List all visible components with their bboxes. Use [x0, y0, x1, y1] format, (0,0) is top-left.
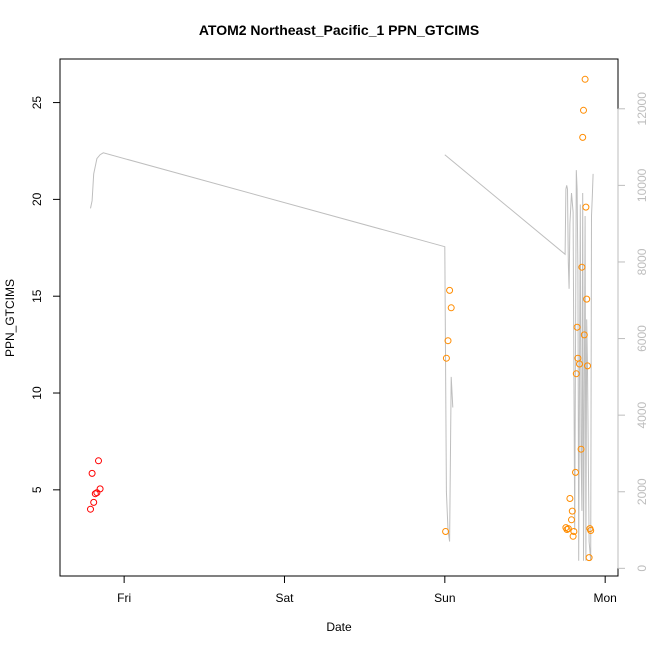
- data-point-s2-11: [568, 507, 576, 515]
- data-point-s2-20: [578, 263, 586, 271]
- data-point-s2-10: [568, 516, 575, 524]
- x-tick-label-Sat: Sat: [275, 591, 294, 605]
- secondary-line-segment-1: [90, 152, 454, 542]
- y2-tick-label-8000: 8000: [635, 248, 649, 275]
- y2-tick-label-6000: 6000: [635, 325, 649, 352]
- data-point-s2-16: [573, 323, 581, 331]
- data-point-s2-19: [577, 445, 585, 453]
- data-point-s2-2: [442, 354, 450, 362]
- data-point-s2-25: [582, 203, 590, 211]
- chart-title: ATOM2 Northeast_Pacific_1 PPN_GTCIMS: [199, 22, 479, 38]
- data-point-s2-8: [564, 525, 572, 533]
- data-point-s1-2: [88, 469, 96, 477]
- data-point-s1-7: [96, 485, 104, 493]
- y-axis: 5 10 15 20 25: [30, 96, 61, 493]
- data-point-s2-7: [563, 526, 571, 533]
- data-point-s2-15: [572, 370, 580, 378]
- data-point-s2-14: [572, 468, 579, 476]
- y2-tick-label-2000: 2000: [635, 478, 649, 505]
- data-point-s2-27: [584, 362, 591, 370]
- data-point-s2-3: [444, 337, 452, 345]
- y2-tick-label-0: 0: [635, 565, 649, 572]
- y-tick-label-25: 25: [30, 96, 44, 110]
- x-tick-label-Sun: Sun: [434, 591, 455, 605]
- y-tick-label-20: 20: [30, 192, 44, 206]
- y2-tick-label-4000: 4000: [635, 401, 649, 428]
- y-tick-label-10: 10: [30, 386, 44, 400]
- x-tick-label-Mon: Mon: [594, 591, 617, 605]
- y-tick-label-15: 15: [30, 289, 44, 303]
- scatter-points-layer: [87, 75, 595, 562]
- x-axis: Fri Sat Sun Mon: [117, 575, 617, 605]
- data-point-s2-30: [587, 527, 595, 534]
- data-point-s2-9: [566, 495, 574, 502]
- data-point-s2-21: [579, 133, 587, 141]
- data-point-s2-5: [447, 304, 455, 312]
- data-point-s2-26: [583, 295, 591, 303]
- y-tick-label-5: 5: [30, 486, 44, 493]
- data-point-s1-4: [91, 490, 99, 498]
- x-axis-label: Date: [326, 620, 352, 634]
- y2-axis: 0 2000 4000 6000 8000 10000 12000: [617, 92, 649, 572]
- data-point-s2-13: [570, 528, 578, 535]
- data-point-s2-18: [576, 360, 583, 368]
- data-point-s1-1: [87, 505, 94, 513]
- data-point-s2-24: [581, 75, 589, 83]
- data-point-s1-6: [95, 457, 102, 465]
- data-point-s2-1: [442, 528, 450, 535]
- secondary-line-layer: [90, 152, 594, 561]
- secondary-line-segment-2: [444, 154, 594, 561]
- data-point-s2-22: [580, 106, 587, 114]
- y2-tick-label-10000: 10000: [635, 168, 649, 202]
- data-point-s2-12: [569, 532, 577, 540]
- data-point-s1-3: [90, 498, 98, 506]
- data-point-s2-28: [585, 554, 593, 562]
- y2-tick-label-12000: 12000: [635, 92, 649, 126]
- plot-frame: [59, 58, 619, 577]
- y-axis-label: PPN_GTCIMS: [3, 279, 17, 357]
- x-tick-label-Fri: Fri: [117, 591, 131, 605]
- data-point-s2-23: [580, 331, 588, 339]
- data-point-s2-4: [446, 286, 454, 294]
